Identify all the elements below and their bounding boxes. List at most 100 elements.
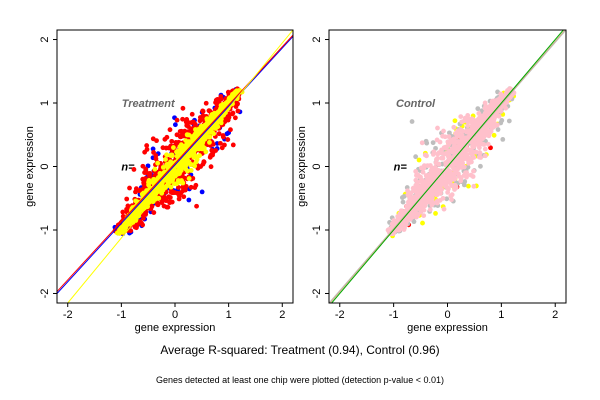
x-tick-label: 1 bbox=[226, 309, 232, 321]
data-point bbox=[422, 202, 428, 207]
data-point bbox=[131, 167, 137, 172]
data-point bbox=[434, 137, 440, 143]
data-point bbox=[229, 111, 235, 117]
data-point bbox=[160, 145, 166, 151]
data-point bbox=[150, 146, 156, 152]
data-point bbox=[161, 203, 167, 209]
data-point bbox=[462, 138, 467, 144]
data-point bbox=[437, 184, 442, 189]
data-point bbox=[413, 169, 419, 174]
data-point bbox=[464, 129, 469, 135]
data-point bbox=[452, 118, 458, 124]
data-point bbox=[465, 123, 471, 129]
data-point bbox=[161, 177, 166, 183]
data-point bbox=[220, 133, 226, 138]
y-axis-label: gene expression bbox=[296, 126, 308, 207]
data-point bbox=[472, 124, 477, 130]
data-point bbox=[140, 215, 146, 221]
data-point bbox=[127, 185, 132, 191]
data-point bbox=[447, 180, 453, 186]
data-point bbox=[180, 184, 186, 190]
data-point bbox=[144, 147, 150, 152]
data-point bbox=[442, 179, 448, 185]
data-point bbox=[475, 133, 481, 139]
data-point bbox=[477, 150, 483, 156]
data-point bbox=[466, 183, 471, 189]
panel-control: Control n= -2 -1 0 1 2 -2 -1 0 1 2 gene expression ge… bbox=[296, 29, 567, 334]
n-annotation: n= bbox=[394, 162, 408, 174]
data-point bbox=[208, 164, 214, 170]
data-point bbox=[433, 211, 438, 216]
data-point bbox=[140, 163, 146, 169]
data-point bbox=[460, 128, 466, 134]
data-point bbox=[125, 206, 131, 211]
data-point bbox=[208, 115, 214, 121]
data-point bbox=[184, 123, 190, 128]
data-point bbox=[458, 114, 464, 120]
data-point bbox=[397, 211, 403, 217]
data-point bbox=[506, 118, 512, 124]
panel-title: Treatment bbox=[122, 98, 176, 110]
data-point bbox=[447, 148, 452, 153]
data-point bbox=[412, 195, 418, 201]
data-point bbox=[400, 199, 406, 205]
data-point bbox=[162, 136, 168, 142]
data-point bbox=[194, 154, 199, 160]
data-point bbox=[485, 104, 491, 110]
data-point bbox=[484, 111, 490, 117]
data-point bbox=[226, 96, 232, 102]
data-point bbox=[461, 149, 467, 155]
data-point bbox=[461, 182, 467, 188]
data-point bbox=[235, 108, 241, 114]
data-point bbox=[203, 100, 209, 106]
data-point bbox=[488, 118, 494, 124]
data-point bbox=[435, 125, 440, 131]
data-point bbox=[471, 168, 476, 174]
data-point bbox=[473, 136, 479, 142]
data-point bbox=[180, 105, 186, 111]
data-point bbox=[482, 100, 488, 106]
data-point bbox=[451, 124, 457, 130]
data-point bbox=[455, 171, 461, 177]
data-point bbox=[147, 179, 153, 185]
data-point bbox=[488, 145, 493, 151]
data-point bbox=[475, 116, 481, 122]
data-point bbox=[446, 134, 452, 140]
data-point bbox=[492, 123, 497, 129]
data-point bbox=[446, 142, 451, 148]
data-point bbox=[235, 101, 240, 107]
data-point bbox=[199, 189, 205, 195]
data-point bbox=[207, 134, 212, 140]
data-point bbox=[225, 137, 231, 142]
data-point bbox=[147, 173, 152, 178]
data-point bbox=[421, 213, 427, 219]
data-point bbox=[445, 176, 451, 182]
data-point bbox=[485, 123, 491, 129]
data-point bbox=[204, 116, 210, 122]
data-point bbox=[166, 194, 172, 200]
data-point bbox=[143, 167, 149, 173]
data-point bbox=[172, 181, 177, 187]
data-point bbox=[439, 155, 444, 161]
data-point bbox=[161, 170, 167, 175]
data-point bbox=[171, 145, 176, 150]
data-point bbox=[192, 185, 198, 190]
x-tick-label: 0 bbox=[172, 309, 178, 321]
fit-line bbox=[57, 36, 293, 294]
data-point bbox=[163, 198, 169, 203]
data-point bbox=[424, 178, 430, 184]
y-tick-label: 1 bbox=[39, 100, 51, 106]
data-point bbox=[188, 168, 194, 173]
data-point bbox=[137, 207, 142, 213]
data-point bbox=[174, 153, 180, 159]
data-point bbox=[471, 143, 477, 149]
data-point bbox=[405, 188, 410, 194]
data-point bbox=[178, 168, 184, 173]
data-point bbox=[413, 177, 419, 183]
panel-title: Control bbox=[396, 98, 436, 110]
data-point bbox=[153, 188, 159, 194]
data-point bbox=[213, 100, 218, 105]
data-point bbox=[453, 131, 459, 136]
data-point bbox=[434, 200, 440, 206]
data-point bbox=[176, 193, 182, 199]
